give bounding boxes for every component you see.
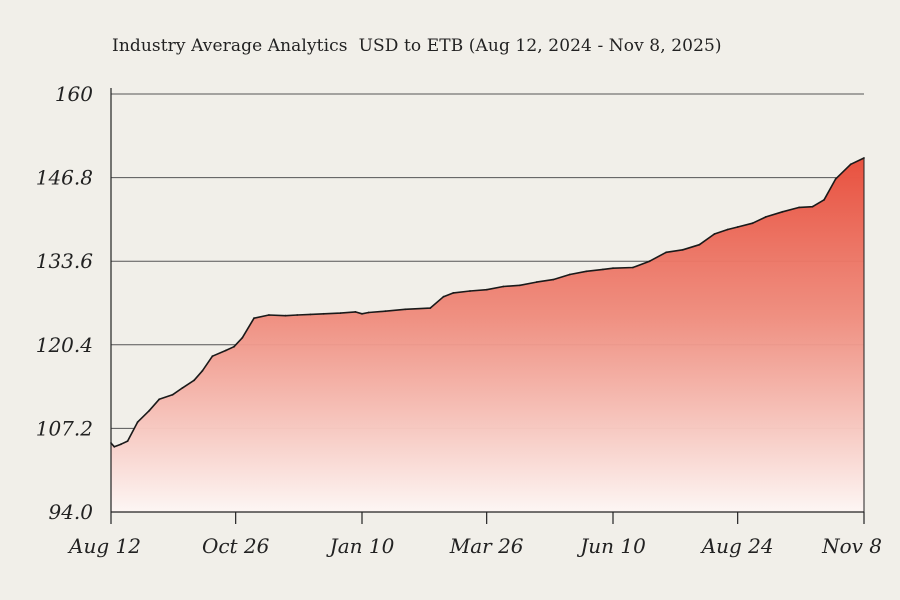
data-point <box>120 443 122 446</box>
x-tick-label: Oct 26 <box>202 534 270 558</box>
data-point <box>181 387 184 389</box>
data-point <box>751 222 754 225</box>
data-point <box>648 260 651 263</box>
data-point <box>126 440 129 442</box>
x-tick-label: Jun 10 <box>576 534 646 558</box>
area-series <box>110 157 865 512</box>
data-point <box>834 178 837 180</box>
data-point <box>765 216 767 218</box>
x-axis-ticks: Aug 12 Oct 26 Jan 10 Mar 26 Jun 10 Aug 24 Nov … <box>67 512 882 558</box>
y-axis-ticks: 94.0 107.2 120.4 133.6 146.8 160 <box>36 82 94 524</box>
data-point <box>211 355 214 358</box>
data-point <box>284 314 287 317</box>
data-point <box>726 228 729 231</box>
data-point <box>552 278 555 281</box>
y-tick-label: 133.6 <box>36 249 94 273</box>
x-tick-label: Aug 12 <box>67 534 141 558</box>
data-point <box>322 312 325 315</box>
y-tick-label: 120.4 <box>36 333 93 357</box>
y-tick-label: 146.8 <box>36 166 93 190</box>
data-point <box>736 226 739 228</box>
data-point <box>568 273 571 276</box>
x-tick-label: Jan 10 <box>326 534 395 558</box>
data-point <box>612 267 614 270</box>
data-point <box>849 163 852 166</box>
data-point <box>201 369 204 372</box>
data-point <box>253 317 255 320</box>
area-fill <box>111 158 864 512</box>
data-point <box>485 288 488 291</box>
y-tick-label: 107.2 <box>36 416 93 440</box>
data-point <box>339 312 342 314</box>
data-point <box>442 295 445 298</box>
data-point <box>404 308 407 311</box>
y-tick-label: 94.0 <box>48 500 93 524</box>
data-point <box>713 233 716 235</box>
data-point <box>811 205 814 208</box>
data-point <box>224 349 227 352</box>
data-point <box>823 198 825 201</box>
data-point <box>698 243 701 246</box>
data-point <box>233 345 235 348</box>
data-point <box>171 393 174 396</box>
data-point <box>354 311 357 313</box>
data-point <box>158 398 161 401</box>
data-point <box>148 409 151 412</box>
data-point <box>241 336 244 339</box>
data-point <box>681 248 684 251</box>
data-point <box>309 313 312 316</box>
data-point <box>268 314 270 316</box>
data-point <box>193 379 196 382</box>
data-point <box>384 310 387 313</box>
data-point <box>798 206 801 209</box>
data-point <box>665 251 668 254</box>
x-tick-label: Nov 8 <box>821 534 882 558</box>
data-point <box>296 314 299 316</box>
x-tick-label: Mar 26 <box>449 534 524 558</box>
axes <box>110 88 865 513</box>
data-point <box>519 284 521 287</box>
y-tick-label: 160 <box>55 82 93 106</box>
data-point <box>632 266 634 269</box>
data-point <box>367 311 370 314</box>
chart-title: Industry Average Analytics USD to ETB (A… <box>112 36 722 56</box>
data-point <box>361 312 363 315</box>
data-point <box>502 285 505 288</box>
data-point <box>113 445 116 448</box>
data-point <box>585 270 588 273</box>
data-point <box>602 268 604 271</box>
data-point <box>535 281 538 283</box>
data-point <box>469 290 471 292</box>
data-point <box>136 421 139 423</box>
data-point <box>429 307 432 309</box>
x-tick-label: Aug 24 <box>700 534 774 558</box>
data-point <box>781 210 784 213</box>
data-point <box>452 292 455 294</box>
